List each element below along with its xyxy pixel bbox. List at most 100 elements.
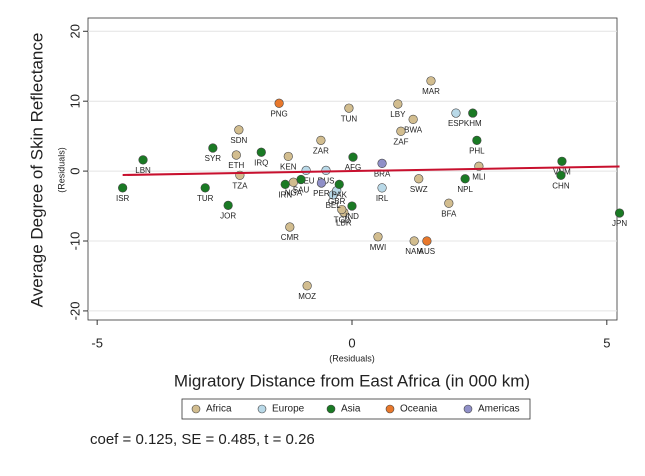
legend-marker: [257, 404, 267, 414]
point-label: KHM: [464, 119, 482, 128]
x-tick-label: 5: [603, 335, 610, 350]
point: [348, 152, 358, 162]
point: [377, 183, 387, 193]
y-tick-label: 0: [67, 167, 82, 174]
point: [393, 99, 403, 109]
point-label: GBR: [328, 197, 346, 206]
point: [302, 281, 312, 291]
point-label: SWZ: [410, 185, 428, 194]
point-label: AUS: [419, 247, 435, 256]
point: [285, 222, 295, 232]
legend-marker: [385, 404, 395, 414]
point-label: MWI: [370, 243, 386, 252]
x-tick-label: -5: [91, 335, 103, 350]
point: [316, 135, 326, 145]
point: [373, 232, 383, 242]
legend-label: Asia: [341, 404, 361, 415]
x-subtitle: (Residuals): [329, 353, 375, 363]
point-label: LBR: [336, 218, 352, 227]
point-label: IRN: [278, 190, 292, 199]
point: [256, 147, 266, 157]
point-label: CHN: [552, 181, 570, 190]
point-label: PHL: [469, 146, 485, 155]
point-label: ZAR: [313, 146, 329, 155]
point: [557, 156, 567, 166]
point: [301, 165, 311, 175]
point-label: BWA: [404, 125, 423, 134]
point-label: BFA: [441, 209, 457, 218]
point-label: MLI: [472, 172, 485, 181]
point-label: AFG: [345, 163, 361, 172]
point-label: TCD: [334, 216, 351, 225]
point: [337, 204, 347, 215]
point: [280, 179, 290, 189]
point-label: KEN: [280, 163, 297, 172]
point-label: SDN: [230, 136, 247, 145]
x-tick-label: 0: [348, 335, 355, 350]
legend: [181, 398, 531, 420]
point-label: PNG: [270, 109, 287, 118]
point: [409, 236, 419, 246]
point-label: ISR: [116, 194, 130, 203]
point: [200, 183, 210, 193]
point-label: TZA: [232, 181, 248, 190]
point-label: ETH: [228, 161, 244, 170]
point: [426, 76, 436, 86]
point-label: IND: [345, 212, 359, 221]
point-label: NGA: [285, 188, 303, 197]
fit-line: [122, 165, 620, 177]
point: [231, 150, 241, 160]
point: [223, 200, 233, 210]
point-label: SYR: [205, 154, 222, 163]
point-label: JPN: [612, 219, 627, 228]
point-label: NPL: [457, 185, 473, 194]
point: [208, 143, 218, 153]
point-label: TUN: [341, 114, 358, 123]
legend-label: Europe: [272, 404, 305, 415]
point-label: BRA: [374, 170, 391, 179]
point: [347, 201, 357, 211]
point: [422, 236, 432, 246]
legend-marker: [463, 404, 473, 414]
point-label: PAK: [332, 190, 348, 199]
point-label: MOZ: [298, 292, 316, 301]
point: [377, 158, 387, 169]
point: [468, 108, 478, 118]
y-tick-label: 20: [67, 24, 82, 38]
point: [283, 151, 293, 162]
legend-label: Africa: [206, 404, 232, 415]
point-label: DEU: [298, 177, 315, 186]
legend-label: Americas: [478, 404, 520, 415]
point-label: JOR: [220, 211, 236, 220]
point: [274, 98, 284, 108]
y-title: Average Degree of Skin Reflectance: [27, 33, 46, 308]
legend-label: Oceania: [400, 404, 438, 415]
point: [556, 170, 566, 180]
point-label: ZAF: [393, 137, 408, 146]
point-label: LBN: [135, 166, 151, 175]
point-label: TUR: [197, 194, 214, 203]
y-tick-label: -20: [67, 302, 82, 321]
point-label: BEL: [326, 201, 342, 210]
point: [414, 174, 424, 184]
point-label: PER: [313, 189, 330, 198]
point-label: IRL: [376, 194, 389, 203]
point: [138, 155, 148, 165]
point: [344, 103, 354, 113]
point: [316, 178, 327, 188]
point-label: LBY: [390, 110, 406, 119]
legend-marker: [326, 404, 336, 414]
point-label: CMR: [281, 233, 299, 242]
y-tick-label: -10: [67, 232, 82, 251]
note: coef = 0.125, SE = 0.485, t = 0.26: [90, 431, 315, 448]
legend-marker: [191, 404, 201, 414]
point-label: MAR: [422, 87, 440, 96]
point: [444, 198, 454, 208]
point: [451, 108, 461, 118]
point: [321, 165, 331, 175]
x-title: Migratory Distance from East Africa (in …: [174, 371, 530, 390]
point: [396, 126, 406, 136]
point: [472, 135, 482, 145]
point: [334, 179, 344, 189]
